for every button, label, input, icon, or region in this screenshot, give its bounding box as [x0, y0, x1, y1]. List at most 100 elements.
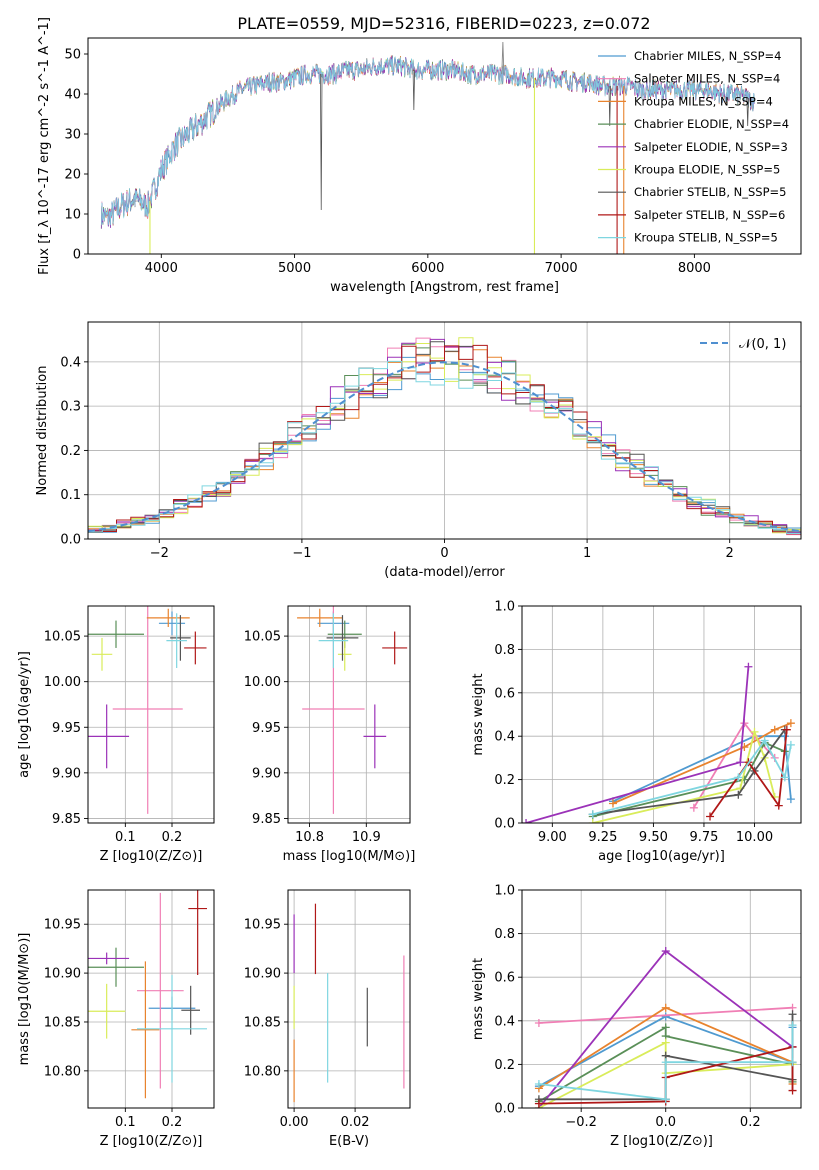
- plot-area-weight-vs-age: [522, 662, 795, 823]
- absorption-feature: [746, 97, 749, 127]
- weight-marker: [522, 819, 531, 823]
- plots: 4000 5000 6000 7000 800001020304050wavelengt…: [17, 17, 802, 1149]
- errorbar-chabrier-elodie: [88, 620, 144, 648]
- y-tick-label: 9.90: [52, 766, 81, 781]
- y-axis-label: mass weight: [471, 958, 486, 1040]
- x-tick-label: 10.00: [736, 830, 773, 845]
- errorbar-kroupa-stelib: [137, 975, 207, 1083]
- y-axis-label: Normed distribution: [35, 366, 50, 496]
- weight-marker: [786, 795, 795, 804]
- spectrum-legend: Chabrier MILES, N_SSP=4 Salpeter MILES, N…: [598, 49, 789, 245]
- panel-mass-vs-Z: 0.1 0.2 10.80 10.85 10.90 10.95 Z [log10(Z/Z⊙)…: [17, 889, 215, 1149]
- legend-label: Salpeter STELIB, N_SSP=6: [634, 208, 785, 222]
- errorbar-kroupa-miles: [146, 608, 190, 627]
- axes-frame: [287, 605, 411, 824]
- weight-marker: [780, 773, 789, 782]
- weight-line: [612, 722, 792, 805]
- x-tick-label: 0.2: [162, 830, 183, 845]
- x-tick-label: 7000: [545, 261, 578, 276]
- y-axis-label: age [log10(age/yr)]: [17, 651, 32, 778]
- weight-marker: [750, 727, 759, 736]
- y-tick-label: 40: [64, 88, 81, 103]
- errorbar-salpeter-stelib: [184, 631, 207, 665]
- weight-series-kroupa-stelib: [534, 1021, 797, 1104]
- weight-marker: [534, 1080, 543, 1089]
- y-tick-label: 0.4: [494, 730, 515, 745]
- y-tick-label: 10.80: [44, 1064, 81, 1079]
- x-tick-label: 2: [726, 546, 734, 561]
- histogram-salpeter-stelib: [88, 344, 801, 535]
- weight-line: [693, 721, 776, 809]
- y-tick-label: 10.90: [44, 967, 81, 982]
- y-tick-label: 0.6: [494, 686, 515, 701]
- x-tick-label: 0.2: [162, 1115, 183, 1130]
- x-tick-label: 10.9: [352, 830, 381, 845]
- y-axis-label: mass [log10(M/M⊙)]: [17, 933, 32, 1066]
- x-tick-label: 9.75: [689, 830, 718, 845]
- plot-area-spectrum: [100, 41, 755, 254]
- errorbar-kroupa-elodie: [337, 637, 352, 671]
- absorption-feature: [320, 73, 323, 211]
- weight-marker: [786, 740, 795, 749]
- y-tick-label: 10.85: [44, 1015, 81, 1030]
- weight-marker: [608, 799, 617, 808]
- weight-marker: [661, 1095, 670, 1104]
- y-tick-label: 0.8: [494, 927, 515, 942]
- weight-marker: [734, 790, 743, 799]
- weight-marker: [706, 812, 715, 821]
- y-tick-label: 10.95: [44, 918, 81, 933]
- weight-marker: [736, 758, 745, 767]
- axes-frame: [87, 889, 215, 1109]
- legend-label: Kroupa ELODIE, N_SSP=5: [634, 163, 780, 177]
- y-tick-label: 10.00: [44, 675, 81, 690]
- x-axis-label: (data-model)/error: [384, 565, 505, 580]
- plot-area-age-vs-Z: [88, 606, 207, 814]
- y-tick-label: 9.85: [252, 812, 281, 827]
- y-tick-label: 10.05: [44, 630, 81, 645]
- y-tick-label: 0.0: [494, 1102, 515, 1117]
- x-axis-label: Z [log10(Z/Z⊙)]: [100, 849, 203, 864]
- x-axis-label: mass [log10(M/M⊙)]: [283, 849, 416, 864]
- errorbar-salpeter-stelib: [382, 631, 408, 665]
- legend-label: Salpeter ELODIE, N_SSP=3: [634, 140, 788, 154]
- y-tick-label: 10.90: [244, 967, 281, 982]
- y-tick-label: 0.2: [60, 444, 81, 459]
- weight-marker: [744, 662, 753, 671]
- legend-label: Chabrier ELODIE, N_SSP=4: [634, 117, 789, 131]
- weight-marker: [588, 819, 597, 823]
- y-tick-label: 0.0: [494, 817, 515, 832]
- errorbar-chabrier-stelib: [326, 615, 359, 661]
- plot-area-age-vs-mass: [297, 606, 408, 814]
- x-tick-label: 1: [583, 546, 591, 561]
- x-tick-label: −1: [292, 546, 311, 561]
- legend-label: Salpeter MILES, N_SSP=4: [634, 72, 780, 86]
- legend-label: 𝒩(0, 1): [739, 337, 786, 352]
- weight-marker: [689, 803, 698, 812]
- errorbar-salpeter-elodie: [88, 704, 130, 769]
- absorption-feature: [608, 85, 611, 127]
- y-tick-label: 0.3: [60, 400, 81, 415]
- x-tick-label: 0.1: [115, 830, 136, 845]
- y-tick-label: 50: [64, 48, 81, 63]
- x-tick-label: 0.0: [655, 1115, 676, 1130]
- normal-reference-curve: [88, 361, 801, 533]
- weight-marker: [782, 725, 791, 734]
- x-tick-label: 4000: [145, 261, 178, 276]
- plot-area-mass-vs-ebv: [293, 903, 405, 1103]
- y-tick-label: 20: [64, 168, 81, 183]
- y-tick-label: 9.95: [52, 721, 81, 736]
- spectrum-line-kroupa-stelib: [100, 56, 755, 226]
- weight-marker: [661, 1023, 670, 1032]
- y-axis-label: mass weight: [471, 673, 486, 755]
- weight-series-kroupa-miles: [608, 719, 795, 808]
- weight-marker: [788, 1021, 797, 1030]
- panel-age-vs-Z: 0.1 0.2 9.85 9.90 9.95 10.00 10.05 Z [log10(Z/Z…: [17, 605, 215, 864]
- panel-mass-vs-ebv: 0.00 0.02 10.80 10.85 10.90 10.95 E(B-V): [244, 889, 411, 1149]
- figure-title: PLATE=0559, MJD=52316, FIBERID=0223, z=0…: [237, 14, 650, 33]
- histogram-kroupa-stelib: [88, 360, 801, 534]
- panel-weight-vs-Z: −0.2 0.0 0.2 0.0 0.2 0.4 0.6 0.8 1.0 Z [log10(Z/Z…: [471, 884, 802, 1149]
- y-tick-label: 0.4: [494, 1014, 515, 1029]
- y-tick-label: 1.0: [494, 884, 515, 899]
- y-tick-label: 10.85: [244, 1015, 281, 1030]
- errorbar-kroupa-miles: [131, 961, 160, 1099]
